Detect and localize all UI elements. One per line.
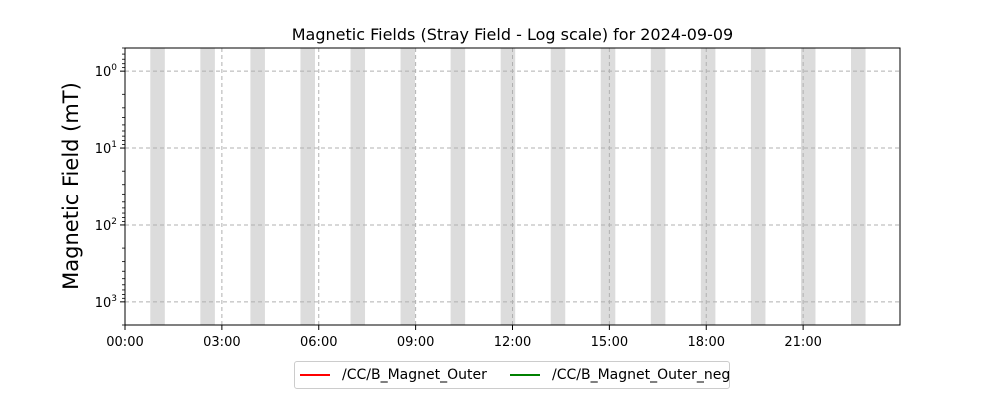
x-tick-label: 03:00 [203,335,240,350]
shaded-periods [150,48,866,325]
legend-item-outer: /CC/B_Magnet_Outer [300,362,487,388]
shaded-period [400,48,416,325]
shaded-period [350,48,366,325]
y-tick-label: 100 [95,63,118,80]
y-axis-label: Magnetic Field (mT) [59,82,83,290]
x-tick-label: 15:00 [591,335,628,350]
shaded-period [500,48,516,325]
legend-label-outer-neg: /CC/B_Magnet_Outer_neg [552,367,731,383]
y-tick-label: 103 [95,294,117,311]
x-tick-label: 00:00 [106,335,143,350]
x-tick-label: 09:00 [397,335,434,350]
shaded-period [450,48,466,325]
shaded-period [550,48,566,325]
legend-item-outer-neg: /CC/B_Magnet_Outer_neg [510,362,730,388]
chart-title: Magnetic Fields (Stray Field - Log scale… [292,25,733,44]
x-tick-label: 12:00 [494,335,531,350]
x-tick-label: 06:00 [300,335,337,350]
legend-label-outer: /CC/B_Magnet_Outer [342,367,487,383]
grid-lines [125,48,900,325]
shaded-period [800,48,816,325]
shaded-period [851,48,866,325]
x-tick-label: 21:00 [784,335,821,350]
shaded-period [250,48,265,325]
shaded-period [750,48,766,325]
shaded-period [150,48,165,325]
shaded-period [700,48,716,325]
axis-ticks: 00:00 03:00 06:00 09:00 12:00 15:00 18:00 21:00… [95,47,822,350]
shaded-period [650,48,666,325]
x-tick-label: 18:00 [688,335,725,350]
legend-swatch-green [510,374,540,376]
legend-swatch-red [300,374,330,376]
shaded-period [200,48,215,325]
y-tick-label: 102 [95,217,117,234]
y-tick-label: 101 [95,140,117,157]
legend: /CC/B_Magnet_Outer /CC/B_Magnet_Outer_ne… [294,361,730,389]
shaded-period [600,48,616,325]
shaded-period [300,48,315,325]
